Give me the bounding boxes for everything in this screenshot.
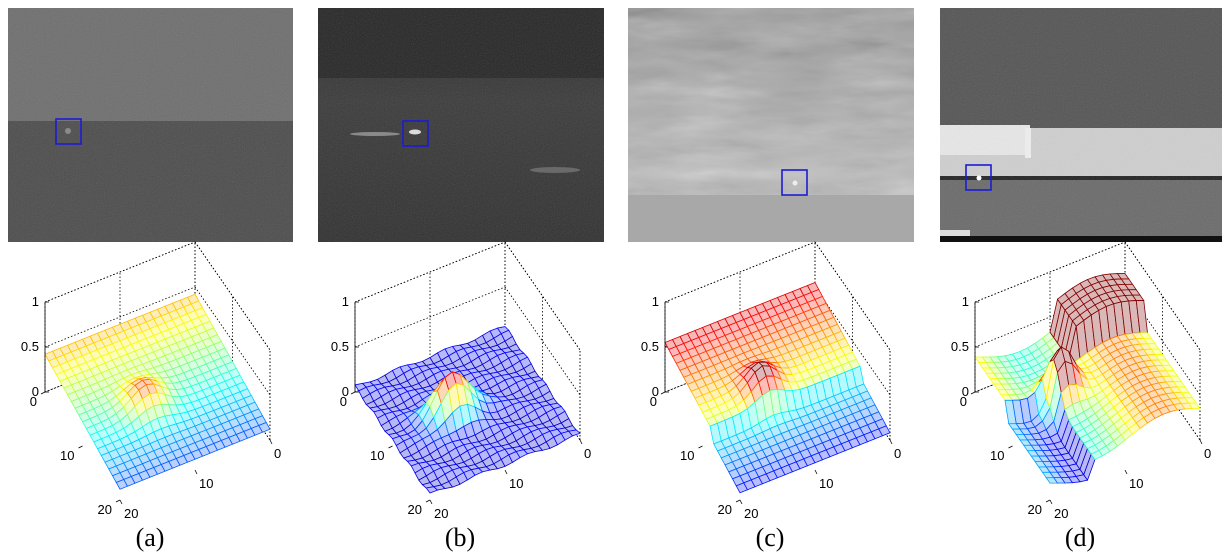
- left-tick-label: 10: [60, 448, 74, 463]
- tick-mark: [661, 392, 665, 394]
- z-tick-label: 1: [342, 294, 349, 309]
- tick-mark: [1009, 446, 1013, 448]
- right-tick-label: 20: [744, 506, 758, 521]
- tick-mark: [1050, 500, 1052, 504]
- image-d: [940, 8, 1222, 242]
- z-tick-label: 0.5: [951, 339, 969, 354]
- right-tick-label: 20: [434, 506, 448, 521]
- right-tick-label: 10: [509, 476, 523, 491]
- image-a: [8, 8, 293, 242]
- tick-mark: [736, 500, 740, 502]
- left-tick-label: 0: [30, 394, 37, 409]
- tick-mark: [389, 446, 393, 448]
- z-tick-label: 0.5: [21, 339, 39, 354]
- left-tick-label: 0: [960, 394, 967, 409]
- right-tick-label: 20: [124, 506, 138, 521]
- tick-mark: [580, 440, 582, 444]
- tick-mark: [1200, 440, 1202, 444]
- right-tick-label: 0: [1204, 446, 1211, 461]
- right-tick-label: 10: [199, 476, 213, 491]
- tick-mark: [79, 446, 83, 448]
- right-tick-label: 0: [274, 446, 281, 461]
- image-c: [628, 8, 914, 242]
- z-tick-label: 0.5: [331, 339, 349, 354]
- left-tick-label: 10: [370, 448, 384, 463]
- caption: (c): [756, 523, 785, 552]
- tick-mark: [815, 470, 817, 474]
- tick-mark: [890, 440, 892, 444]
- image-b: [318, 8, 604, 242]
- tick-mark: [505, 470, 507, 474]
- tick-mark: [971, 392, 975, 394]
- right-tick-label: 0: [894, 446, 901, 461]
- tick-mark: [426, 500, 430, 502]
- right-tick-label: 10: [819, 476, 833, 491]
- left-tick-label: 20: [408, 502, 422, 517]
- caption: (d): [1065, 523, 1095, 552]
- tick-mark: [740, 500, 742, 504]
- left-tick-label: 20: [1028, 502, 1042, 517]
- z-tick-label: 1: [32, 294, 39, 309]
- left-tick-label: 20: [718, 502, 732, 517]
- z-tick-label: 1: [652, 294, 659, 309]
- tick-mark: [195, 470, 197, 474]
- left-tick-label: 0: [340, 394, 347, 409]
- caption: (a): [136, 523, 165, 552]
- right-tick-label: 10: [1129, 476, 1143, 491]
- tick-mark: [1125, 470, 1127, 474]
- right-tick-label: 0: [584, 446, 591, 461]
- z-tick-label: 0.5: [641, 339, 659, 354]
- z-tick-label: 1: [962, 294, 969, 309]
- figure: 10.500102020100(a)10.500102020100(b)10.5…: [0, 0, 1222, 554]
- right-tick-label: 20: [1054, 506, 1068, 521]
- tick-mark: [116, 500, 120, 502]
- left-tick-label: 20: [98, 502, 112, 517]
- tick-mark: [1046, 500, 1050, 502]
- left-tick-label: 0: [650, 394, 657, 409]
- tick-mark: [270, 440, 272, 444]
- left-tick-label: 10: [680, 448, 694, 463]
- tick-mark: [41, 392, 45, 394]
- tick-mark: [699, 446, 703, 448]
- tick-mark: [351, 392, 355, 394]
- tick-mark: [120, 500, 122, 504]
- tick-mark: [430, 500, 432, 504]
- caption: (b): [445, 523, 475, 552]
- left-tick-label: 10: [990, 448, 1004, 463]
